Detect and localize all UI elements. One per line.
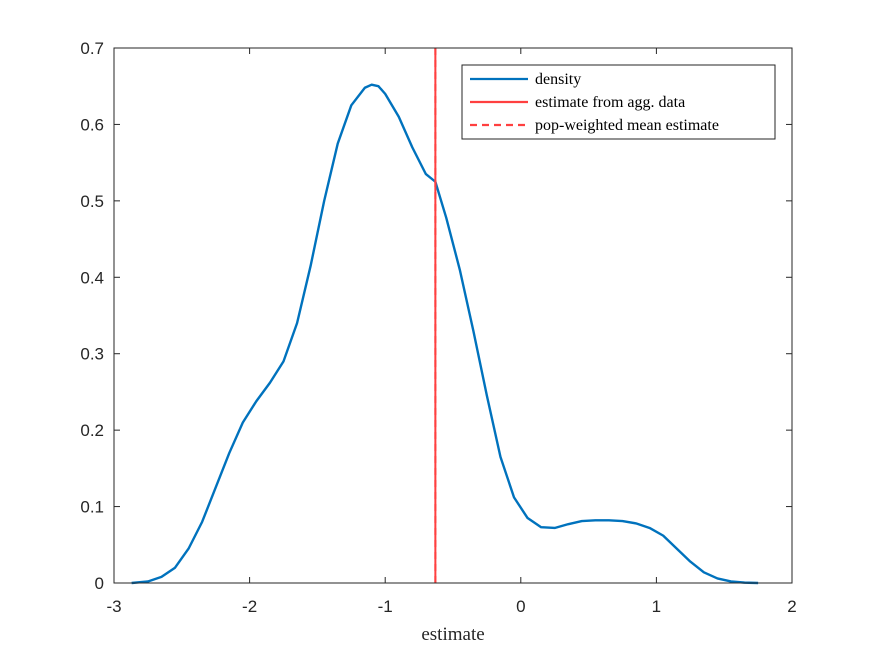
plot-frame: [113, 47, 793, 584]
legend: density estimate from agg. data pop-weight…: [461, 64, 776, 140]
series-layer: [131, 48, 759, 585]
y-tick-label: 0: [95, 574, 104, 593]
y-tick-label: 0.1: [80, 498, 104, 517]
legend-label: estimate from agg. data: [535, 94, 685, 111]
x-tick-label: 1: [652, 597, 661, 616]
x-tick-label: -2: [242, 597, 257, 616]
x-tick-label: 0: [516, 597, 525, 616]
y-tick-label: 0.7: [80, 39, 104, 58]
legend-label: density: [535, 71, 581, 88]
x-tick-label: -1: [378, 597, 393, 616]
legend-label: pop-weighted mean estimate: [535, 117, 719, 134]
x-axis-label: estimate: [421, 624, 484, 645]
y-tick-label: 0.4: [80, 268, 104, 287]
y-tick-label: 0.6: [80, 115, 104, 134]
y-tick-label: 0.5: [80, 192, 104, 211]
y-tick-label: 0.3: [80, 345, 104, 364]
x-tick-label: 2: [787, 597, 796, 616]
y-tick-label: 0.2: [80, 421, 104, 440]
x-tick-label: -3: [106, 597, 121, 616]
ticks-layer: -3 -2 -1 0 1 2 0 0.1 0.2 0.3 0.4 0.5 0.6 0.7: [80, 39, 796, 616]
